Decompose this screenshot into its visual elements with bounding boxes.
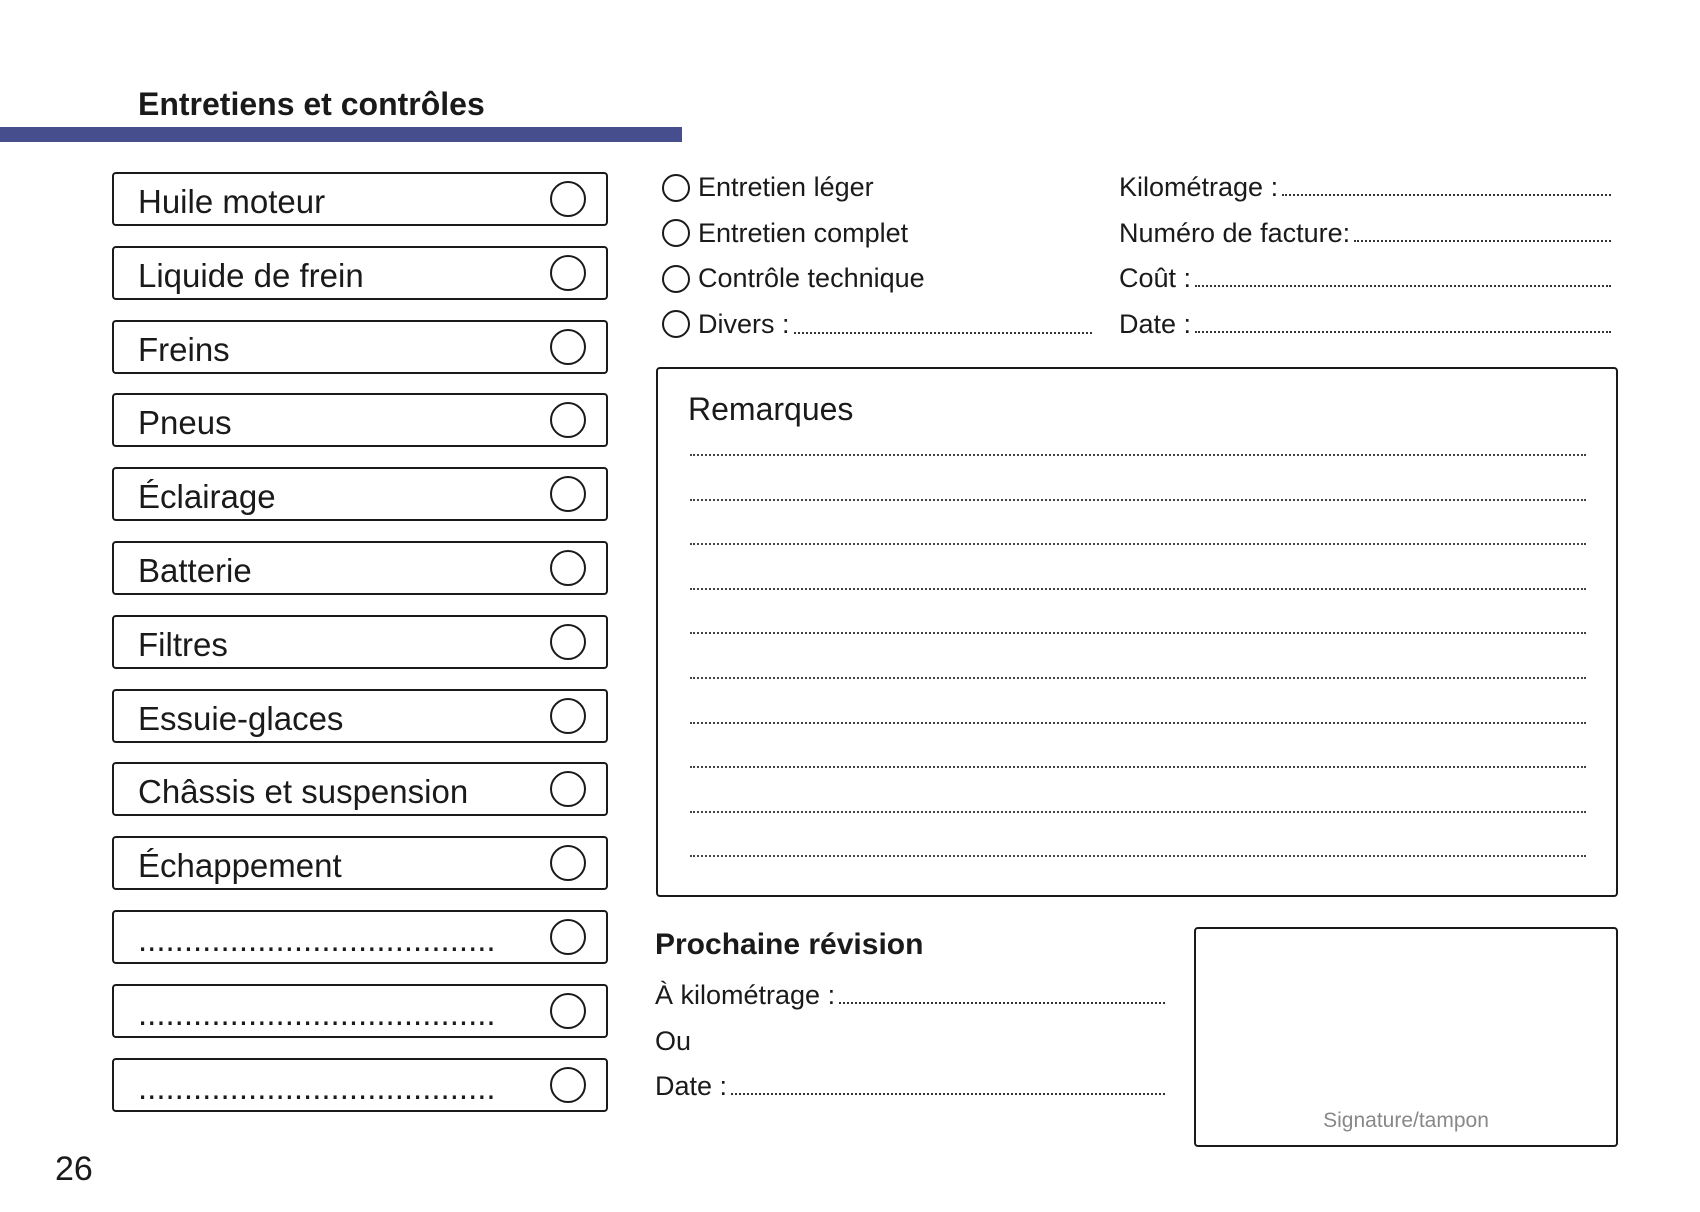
- page-title: Entretiens et contrôles: [138, 86, 485, 122]
- checklist-item-label: Liquide de frein: [138, 256, 364, 294]
- next-mileage-input-line[interactable]: [839, 1002, 1165, 1004]
- detail-input-line[interactable]: [1282, 194, 1611, 196]
- radio-circle-icon[interactable]: [662, 219, 690, 247]
- checkbox-circle-icon[interactable]: [550, 1066, 586, 1103]
- checklist-item-label: .......................................: [138, 921, 496, 958]
- service-type-option[interactable]: Divers :: [662, 309, 1092, 340]
- checklist-item[interactable]: .......................................: [112, 1057, 608, 1112]
- signature-label: Signature/tampon: [1323, 1109, 1489, 1132]
- checkbox-circle-icon[interactable]: [550, 919, 586, 955]
- detail-field[interactable]: Kilométrage :: [1119, 172, 1611, 203]
- radio-circle-icon[interactable]: [662, 173, 690, 202]
- next-date-field[interactable]: Date :: [655, 1071, 1165, 1102]
- next-service-title: Prochaine révision: [655, 928, 924, 961]
- service-type-option[interactable]: Contrôle technique: [662, 263, 925, 294]
- service-type-label: Contrôle technique: [698, 263, 925, 293]
- detail-input-line[interactable]: [1354, 239, 1611, 242]
- checklist-item[interactable]: Essuie-glaces: [112, 688, 608, 743]
- detail-input-line[interactable]: [1195, 330, 1611, 333]
- radio-circle-icon[interactable]: [662, 264, 690, 293]
- detail-label: Coût :: [1119, 263, 1192, 293]
- page-number: 26: [55, 1150, 93, 1188]
- service-type-label: Entretien léger: [698, 172, 874, 202]
- checklist-item-label: Batterie: [138, 552, 252, 589]
- checklist-item[interactable]: Échappement: [112, 836, 608, 891]
- checklist-item[interactable]: Filtres: [112, 614, 608, 669]
- remarks-line[interactable]: [690, 855, 1586, 858]
- remarks-line[interactable]: [690, 721, 1586, 724]
- detail-field[interactable]: Coût :: [1119, 263, 1611, 294]
- checklist-item[interactable]: Châssis et suspension: [112, 762, 608, 817]
- detail-input-line[interactable]: [1195, 285, 1611, 287]
- checklist-item[interactable]: Batterie: [112, 541, 608, 595]
- signature-box[interactable]: Signature/tampon: [1194, 927, 1618, 1147]
- checkbox-circle-icon[interactable]: [550, 181, 586, 217]
- remarks-title: Remarques: [688, 391, 854, 427]
- service-type-option[interactable]: Entretien léger: [662, 172, 874, 203]
- checklist-item-label: Freins: [138, 330, 230, 368]
- divers-input-line[interactable]: [793, 331, 1092, 334]
- detail-field[interactable]: Numéro de facture:: [1119, 218, 1611, 249]
- detail-label: Date :: [1119, 308, 1192, 339]
- service-type-label: Divers :: [698, 308, 790, 339]
- checklist-item[interactable]: Éclairage: [112, 467, 608, 522]
- next-date-label: Date :: [655, 1071, 728, 1101]
- checkbox-circle-icon[interactable]: [550, 550, 586, 586]
- service-type-label: Entretien complet: [698, 217, 909, 248]
- or-label: Ou: [655, 1026, 691, 1057]
- checkbox-circle-icon[interactable]: [550, 402, 586, 439]
- checklist-item-label: Éclairage: [138, 478, 276, 516]
- remarks-line[interactable]: [690, 632, 1586, 635]
- next-mileage-field[interactable]: À kilométrage :: [655, 980, 1165, 1011]
- checkbox-circle-icon[interactable]: [550, 623, 586, 660]
- checklist-item-label: .......................................: [138, 1068, 496, 1106]
- checklist-item-label: .......................................: [138, 994, 496, 1032]
- or-text: Ou: [655, 1026, 692, 1056]
- service-type-option[interactable]: Entretien complet: [662, 218, 908, 249]
- remarks-line[interactable]: [690, 543, 1586, 546]
- checklist-item-label: Châssis et suspension: [138, 773, 469, 811]
- remarks-line[interactable]: [690, 587, 1586, 590]
- detail-field[interactable]: Date :: [1119, 309, 1611, 340]
- remarks-line[interactable]: [690, 766, 1586, 769]
- checklist-item[interactable]: Huile moteur: [112, 172, 608, 226]
- checkbox-circle-icon[interactable]: [550, 771, 586, 808]
- checklist-item[interactable]: Pneus: [112, 393, 608, 448]
- remarks-line[interactable]: [690, 498, 1586, 501]
- detail-label: Numéro de facture:: [1119, 217, 1351, 248]
- remarks-line[interactable]: [690, 677, 1586, 679]
- checklist-item[interactable]: .......................................: [112, 910, 608, 964]
- title-accent-bar: [0, 127, 682, 142]
- checkbox-circle-icon[interactable]: [550, 328, 586, 365]
- remarks-line[interactable]: [690, 454, 1586, 456]
- checklist-item[interactable]: Liquide de frein: [112, 245, 608, 300]
- checkbox-circle-icon[interactable]: [550, 697, 586, 734]
- remarks-line[interactable]: [690, 810, 1586, 813]
- checklist-item[interactable]: .......................................: [112, 983, 608, 1038]
- checkbox-circle-icon[interactable]: [550, 476, 586, 513]
- checklist-item[interactable]: Freins: [112, 319, 608, 374]
- next-date-input-line[interactable]: [731, 1093, 1165, 1095]
- checkbox-circle-icon[interactable]: [550, 992, 586, 1029]
- checklist-item-label: Huile moteur: [138, 183, 326, 220]
- checklist-item-label: Essuie-glaces: [138, 699, 344, 737]
- next-mileage-label: À kilométrage :: [655, 980, 836, 1010]
- radio-circle-icon[interactable]: [662, 310, 690, 338]
- checkbox-circle-icon[interactable]: [550, 254, 586, 291]
- checklist-item-label: Pneus: [138, 404, 232, 442]
- remarks-box: Remarques: [656, 367, 1618, 897]
- detail-label: Kilométrage :: [1119, 172, 1279, 202]
- checkbox-circle-icon[interactable]: [550, 845, 586, 882]
- checklist-item-label: Échappement: [138, 847, 342, 885]
- checklist-item-label: Filtres: [138, 625, 228, 663]
